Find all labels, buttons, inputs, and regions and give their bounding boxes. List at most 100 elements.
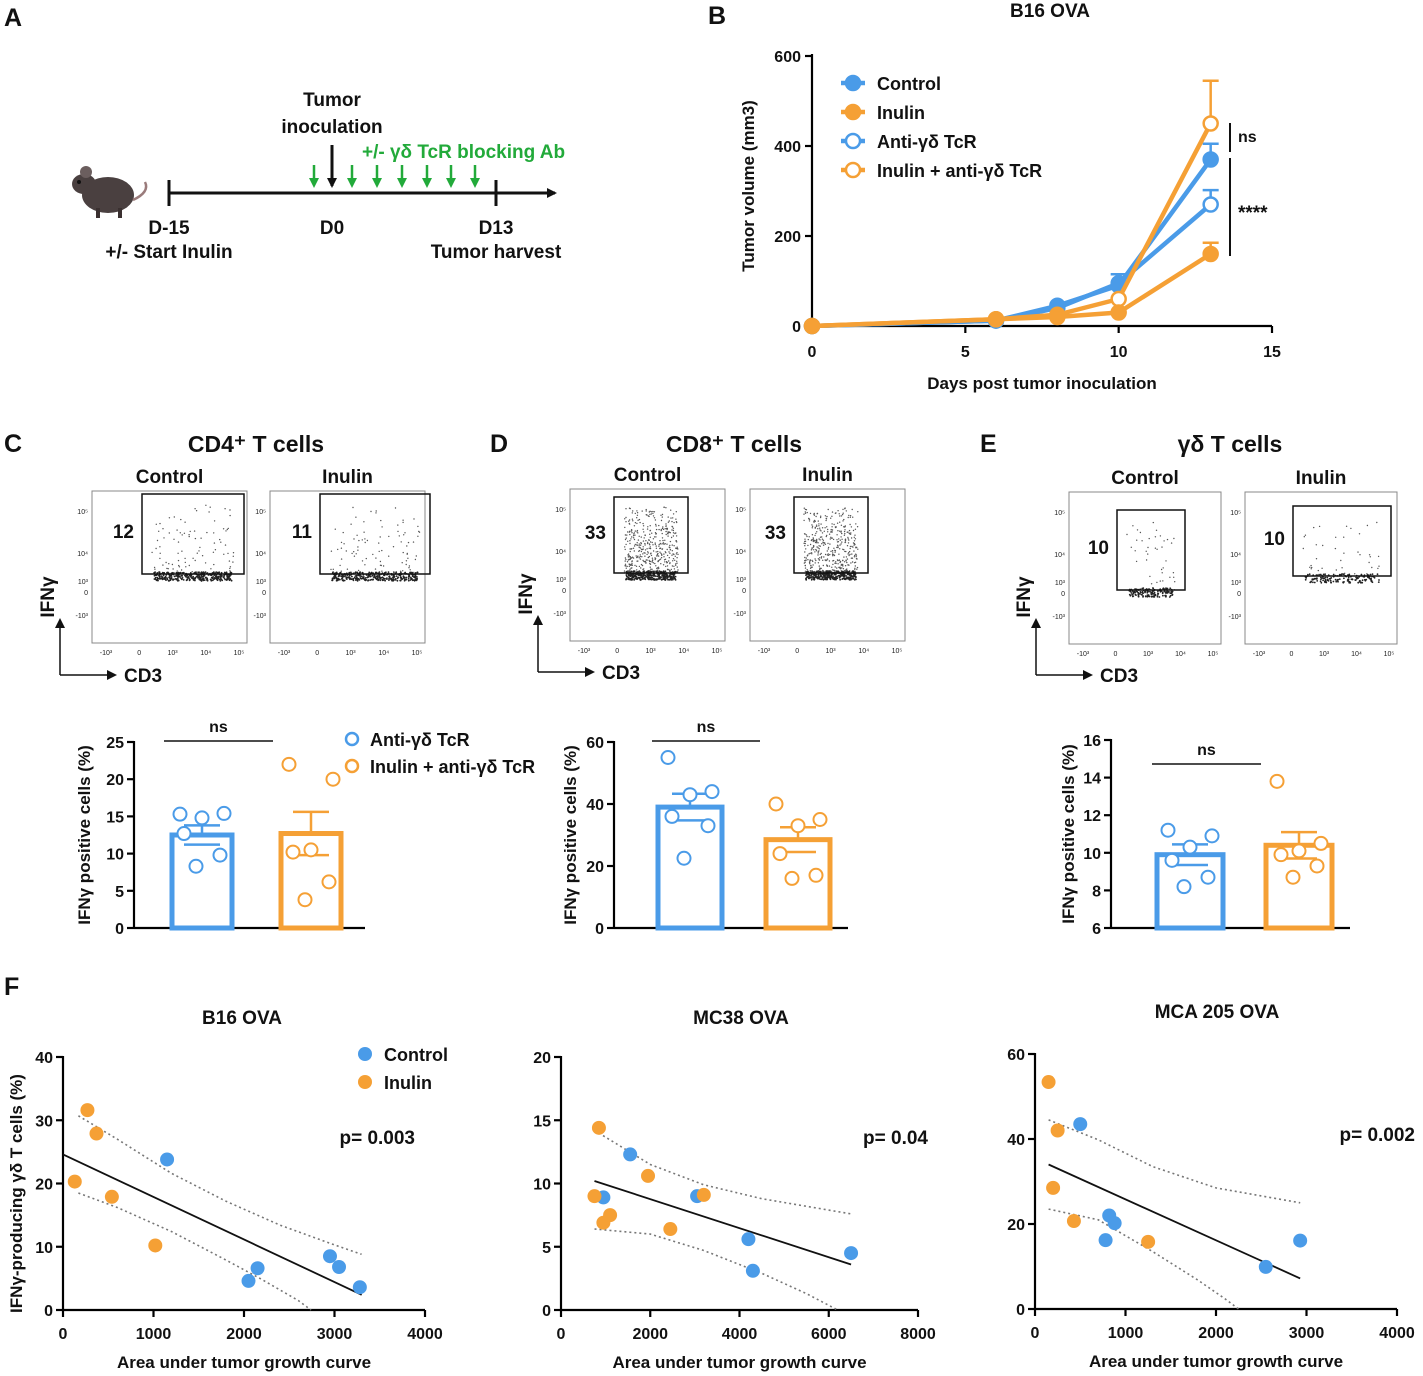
flow-event — [658, 528, 660, 531]
flow-event — [817, 570, 820, 572]
data-point — [987, 311, 1005, 328]
flow-y-label: IFNγ — [516, 573, 537, 615]
flow-event — [624, 560, 626, 562]
flow-event — [339, 564, 341, 567]
flow-event — [856, 566, 859, 569]
flow-event — [399, 579, 402, 582]
flow-event — [655, 525, 657, 527]
flow-event — [336, 577, 339, 580]
flow-event — [351, 552, 353, 555]
scatter-point — [603, 1208, 618, 1223]
flow-event — [668, 520, 670, 522]
blocking-ab-arrows — [309, 165, 480, 188]
scatter-point — [1041, 1075, 1056, 1090]
flow-event — [843, 570, 846, 572]
flow-event — [408, 567, 410, 569]
flow-event — [649, 553, 652, 555]
flow-event — [631, 536, 633, 538]
flow-event — [156, 578, 158, 581]
flow-event — [826, 550, 828, 552]
flow-event — [631, 573, 634, 576]
flow-event — [632, 570, 635, 573]
flow-event — [213, 563, 215, 566]
flow-x-tick: 0 — [1290, 651, 1294, 658]
flow-event — [819, 567, 821, 569]
scatter-point — [332, 1259, 347, 1274]
y-tick-label: 6 — [1092, 921, 1101, 938]
flow-event — [813, 549, 815, 551]
flow-event — [334, 528, 336, 530]
flow-event — [188, 577, 190, 580]
confidence-band — [594, 1228, 839, 1311]
flow-event — [398, 535, 400, 537]
scatter-point — [241, 1273, 256, 1288]
flow-event — [363, 521, 365, 523]
y-tick-label: 20 — [1007, 1217, 1025, 1234]
flow-event — [648, 539, 650, 541]
flow-event — [850, 537, 853, 539]
flow-event — [1365, 578, 1368, 581]
flow-event — [830, 531, 832, 533]
flow-event — [848, 550, 851, 553]
flow-event — [854, 554, 856, 557]
flow-event — [401, 562, 403, 564]
flow-event — [1315, 578, 1318, 580]
flow-event — [364, 538, 366, 540]
flow-event — [1133, 591, 1135, 594]
flow-event — [805, 559, 807, 561]
flow-event — [627, 559, 629, 561]
flow-event — [224, 578, 227, 581]
flow-event — [1141, 590, 1144, 593]
flow-event — [847, 536, 849, 539]
flow-event — [819, 516, 822, 519]
flow-event — [628, 565, 630, 568]
flow-event — [647, 556, 649, 559]
flow-event — [665, 533, 667, 536]
legend-marker — [844, 103, 862, 121]
flow-event — [632, 510, 634, 512]
flow-event — [851, 577, 853, 580]
flow-event — [662, 564, 665, 566]
data-point — [768, 796, 784, 812]
flow-event — [819, 539, 821, 541]
flow-event — [383, 574, 386, 577]
flow-event — [1337, 580, 1339, 583]
flow-event — [803, 562, 806, 564]
flow-event — [853, 544, 855, 546]
flow-event — [363, 531, 365, 533]
flow-event — [668, 546, 670, 548]
flow-event — [407, 575, 410, 578]
flow-event — [630, 557, 633, 559]
flow-event — [351, 575, 353, 578]
flow-event — [629, 568, 631, 570]
flow-event — [159, 552, 161, 554]
flow-event — [836, 539, 838, 541]
flow-event — [831, 554, 834, 556]
flow-event — [659, 540, 661, 542]
flow-event — [407, 577, 410, 580]
y-tick-label: 5 — [542, 1240, 551, 1257]
flow-event — [175, 574, 178, 577]
inoculation-label-1: Tumor — [303, 90, 361, 111]
flow-event — [229, 509, 231, 511]
flow-event — [1147, 553, 1149, 555]
flow-event — [809, 543, 812, 546]
flow-event — [820, 515, 822, 517]
flow-event — [1136, 590, 1138, 593]
flow-event — [832, 555, 834, 557]
flow-event — [670, 536, 673, 539]
flow-event — [634, 512, 636, 515]
flow-event — [627, 540, 629, 542]
scatter-point — [591, 1120, 606, 1135]
flow-event — [1150, 595, 1153, 598]
sig-annotation: **** — [1238, 203, 1268, 224]
flow-event — [204, 571, 207, 573]
flow-event — [659, 576, 662, 578]
flow-event — [639, 558, 642, 560]
flow-event — [824, 527, 826, 529]
flow-event — [676, 521, 678, 524]
flow-event — [177, 552, 179, 554]
